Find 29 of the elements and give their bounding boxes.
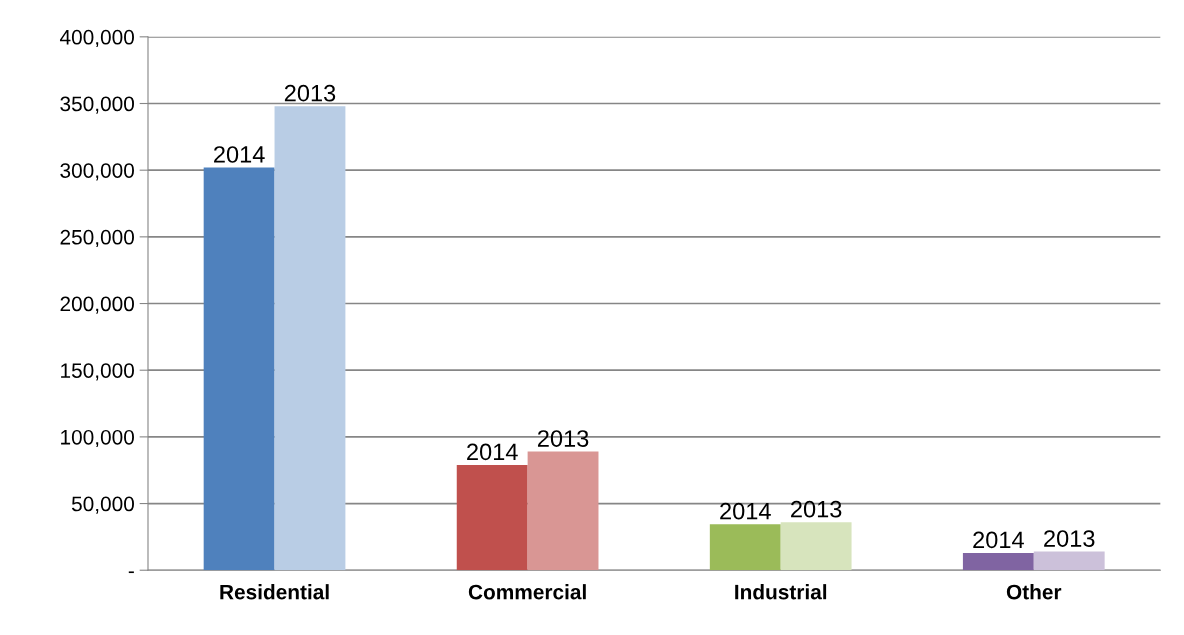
text: 2014: [214, 146, 265, 163]
bar: [456, 464, 528, 571]
text: 2013: [1044, 530, 1095, 547]
bar: [962, 552, 1034, 571]
y-tick-label: 250,000: [60, 229, 134, 248]
text: 2014: [720, 502, 771, 520]
x-tick-label: Residential: [220, 584, 329, 600]
y-tick-label: 350,000: [60, 96, 134, 114]
y-tick-label: 400,000: [59, 29, 134, 48]
text: 2013: [791, 500, 842, 518]
bar: [203, 167, 275, 571]
bar: [274, 106, 346, 571]
y-tick-label: -: [128, 571, 134, 574]
series-label: 2013: [284, 84, 336, 102]
y-tick-label: 50,000: [71, 496, 134, 514]
x-tick-label: Commercial: [468, 584, 586, 600]
x-tick-label: Other: [1006, 584, 1062, 600]
y-tick-label: 300,000: [60, 163, 134, 181]
bar: [1033, 551, 1105, 571]
y-tick-label: 100,000: [61, 429, 134, 448]
bar: [709, 524, 781, 571]
y-tick-label: 150,000: [61, 363, 134, 381]
text: 2013: [537, 430, 589, 447]
bar: [780, 522, 852, 571]
x-tick-label: Industrial: [735, 584, 827, 600]
series-label: 2014: [467, 443, 518, 461]
text: 2014: [973, 531, 1024, 549]
bar: [527, 451, 599, 571]
y-tick-label: 200,000: [60, 296, 134, 314]
